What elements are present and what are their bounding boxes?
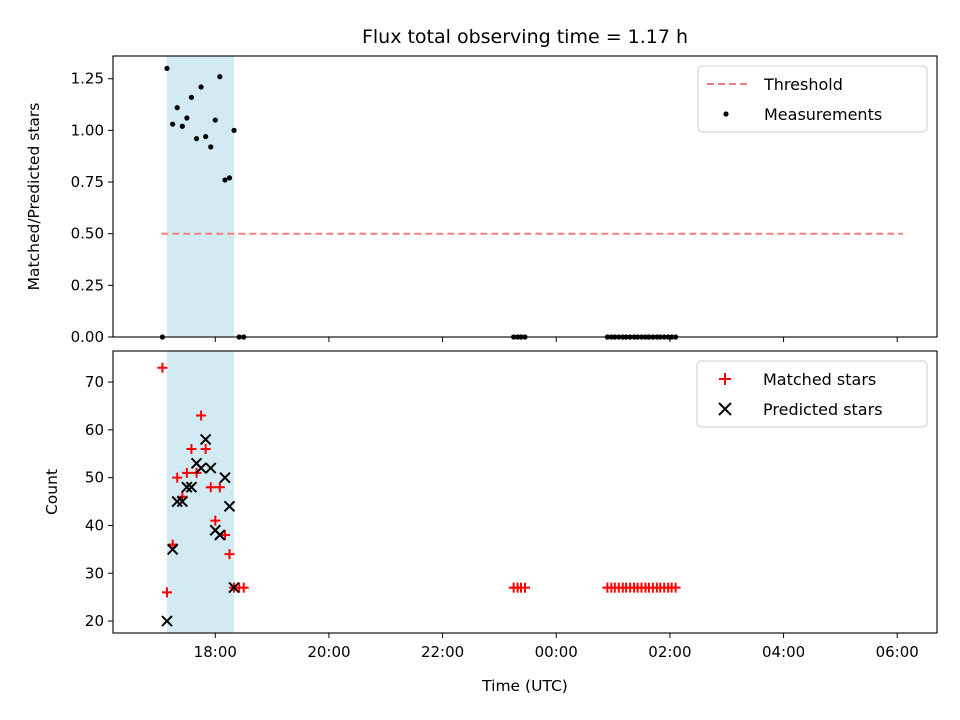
matched-stars-point bbox=[224, 549, 235, 560]
legend: Matched stars Predicted stars bbox=[696, 360, 928, 428]
predicted-stars-point bbox=[214, 529, 226, 541]
plot-frame bbox=[112, 55, 938, 338]
observing-window-span bbox=[166, 56, 235, 337]
y-axis-label: Count bbox=[43, 469, 61, 515]
matched-stars-point bbox=[670, 582, 681, 593]
measurements-point bbox=[193, 136, 200, 142]
predicted-stars-point bbox=[185, 481, 198, 493]
chart-title: Flux total observing time = 1.17 h bbox=[362, 26, 688, 48]
y-tick-label: 0.25 bbox=[71, 276, 104, 294]
matched-stars-point bbox=[161, 587, 172, 598]
matched-stars-point bbox=[520, 582, 530, 593]
x-tick-label: 18:00 bbox=[194, 643, 237, 661]
x-tick-label: 22:00 bbox=[421, 643, 464, 661]
matched-stars-point bbox=[200, 443, 211, 454]
measurements-point bbox=[184, 115, 190, 121]
matched-stars-point bbox=[186, 443, 197, 454]
predicted-stars-point bbox=[161, 615, 173, 627]
predicted-stars-point bbox=[205, 462, 217, 474]
x-tick-label: 20:00 bbox=[307, 643, 350, 661]
legend: Threshold Measurements bbox=[697, 65, 928, 133]
y-tick-label: 50 bbox=[85, 469, 104, 487]
matched-stars-point bbox=[172, 472, 183, 483]
predicted-stars-point bbox=[219, 471, 231, 484]
matched-stars-point bbox=[210, 515, 221, 526]
legend-measurements-swatch bbox=[723, 111, 729, 117]
y-tick-label: 20 bbox=[85, 612, 104, 630]
measurements-point bbox=[231, 127, 237, 133]
x-tick-label: 04:00 bbox=[762, 643, 805, 661]
legend-matched-stars-label: Matched stars bbox=[763, 370, 876, 389]
predicted-stars-point bbox=[166, 543, 179, 556]
measurements-point bbox=[203, 133, 209, 140]
y-tick-label: 40 bbox=[85, 516, 104, 534]
measurements-point bbox=[212, 117, 218, 123]
predicted-stars-point bbox=[195, 462, 207, 474]
y-tick-label: 30 bbox=[85, 564, 104, 582]
y-tick-label: 1.25 bbox=[71, 70, 104, 88]
x-tick-label: 06:00 bbox=[876, 643, 919, 661]
count-panel: 20 30 40 50 60 70 18:00 20:00 22:00 00:00 02:00 04:… bbox=[43, 350, 938, 661]
measurements-point bbox=[179, 123, 185, 129]
matched-stars-point bbox=[181, 467, 192, 478]
legend-threshold-label: Threshold bbox=[763, 75, 843, 94]
predicted-stars-point bbox=[181, 481, 193, 493]
y-tick-label: 0.50 bbox=[71, 225, 104, 243]
predicted-stars-point bbox=[199, 433, 212, 446]
matched-stars-point bbox=[157, 362, 168, 373]
measurements-point bbox=[217, 74, 223, 80]
y-tick-label: 0.75 bbox=[71, 173, 104, 191]
x-axis-label: Time (UTC) bbox=[481, 677, 568, 695]
matched-stars-point bbox=[167, 539, 178, 550]
x-tick-label: 02:00 bbox=[648, 643, 691, 661]
x-tick-label: 00:00 bbox=[535, 643, 578, 661]
measurements-point bbox=[198, 84, 204, 90]
predicted-stars-point bbox=[228, 581, 240, 594]
matched-stars-point bbox=[205, 482, 216, 493]
observing-window-span bbox=[166, 351, 235, 633]
measurements-point bbox=[226, 175, 233, 181]
legend-box bbox=[696, 360, 928, 428]
series-group bbox=[159, 65, 903, 340]
plot-frame bbox=[112, 350, 938, 634]
measurements-point bbox=[188, 94, 195, 100]
y-tick-label: 0.00 bbox=[71, 328, 104, 346]
predicted-stars-point bbox=[223, 500, 236, 513]
matched-stars-point bbox=[214, 482, 225, 493]
measurements-point bbox=[170, 121, 176, 127]
y-tick-label: 70 bbox=[85, 373, 104, 391]
y-axis-label: Matched/Predicted stars bbox=[25, 103, 43, 291]
measurements-point bbox=[174, 105, 180, 111]
measurements-point bbox=[164, 65, 170, 71]
legend-matched-stars-swatch bbox=[719, 373, 731, 385]
legend-measurements-label: Measurements bbox=[764, 105, 882, 124]
measurements-point bbox=[208, 144, 214, 150]
predicted-stars-point bbox=[176, 495, 189, 508]
matched-stars-point bbox=[219, 530, 230, 541]
legend-predicted-stars-label: Predicted stars bbox=[763, 400, 883, 419]
matched-stars-point bbox=[196, 410, 207, 421]
matched-stars-point bbox=[238, 582, 249, 593]
legend-predicted-stars-swatch bbox=[718, 402, 732, 416]
y-tick-label: 1.00 bbox=[71, 121, 104, 139]
series-group bbox=[157, 362, 681, 627]
measurements-point bbox=[222, 177, 228, 183]
predicted-stars-point bbox=[171, 495, 183, 508]
ratio-panel: 0.00 0.25 0.50 0.75 1.00 1.25 Matched/Predicte… bbox=[25, 55, 938, 346]
y-tick-label: 60 bbox=[85, 421, 104, 439]
legend-box bbox=[697, 65, 928, 133]
